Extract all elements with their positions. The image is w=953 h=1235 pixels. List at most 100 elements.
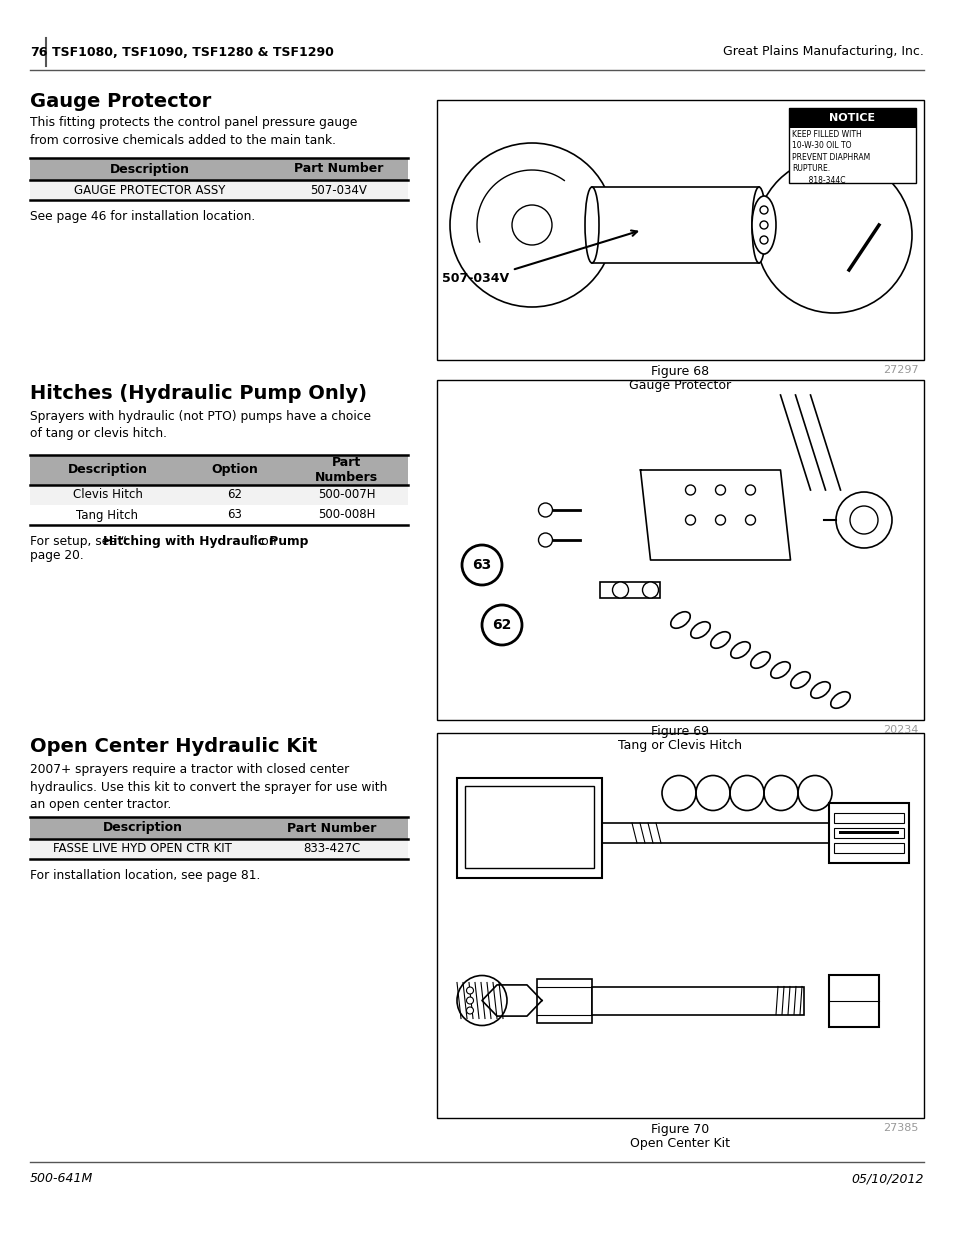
Circle shape	[760, 221, 767, 228]
Circle shape	[685, 485, 695, 495]
Circle shape	[466, 1007, 473, 1014]
Bar	[436, 100, 923, 359]
Text: 20234: 20234	[882, 725, 918, 735]
Text: Figure 69: Figure 69	[651, 725, 709, 739]
Text: 62: 62	[227, 489, 242, 501]
Text: Open Center Kit: Open Center Kit	[630, 1137, 730, 1150]
Text: FASSE LIVE HYD OPEN CTR KIT: FASSE LIVE HYD OPEN CTR KIT	[53, 842, 232, 856]
Text: Great Plains Manufacturing, Inc.: Great Plains Manufacturing, Inc.	[722, 46, 923, 58]
Text: 05/10/2012: 05/10/2012	[851, 1172, 923, 1186]
Circle shape	[760, 206, 767, 214]
Circle shape	[641, 582, 658, 598]
Bar	[833, 827, 903, 839]
Polygon shape	[639, 471, 790, 559]
Bar	[833, 813, 903, 823]
Bar	[788, 128, 915, 183]
Circle shape	[481, 605, 521, 645]
Text: 500-641M: 500-641M	[30, 1172, 93, 1186]
Text: For installation location, see page 81.: For installation location, see page 81.	[30, 869, 260, 882]
Text: Part Number: Part Number	[294, 163, 383, 175]
Circle shape	[612, 582, 628, 598]
Text: Part Number: Part Number	[287, 821, 375, 835]
Text: 500-008H: 500-008H	[317, 509, 375, 521]
Bar	[788, 107, 915, 128]
Text: 62: 62	[492, 618, 511, 632]
Bar	[592, 186, 759, 263]
Bar	[30, 180, 408, 200]
FancyArrow shape	[599, 582, 659, 598]
Bar	[436, 734, 923, 1118]
Text: 507-034V: 507-034V	[441, 272, 509, 285]
Bar	[436, 380, 923, 720]
Circle shape	[512, 205, 552, 245]
Circle shape	[537, 503, 552, 517]
Text: 63: 63	[228, 509, 242, 521]
Text: TSF1080, TSF1090, TSF1280 & TSF1290: TSF1080, TSF1090, TSF1280 & TSF1290	[52, 46, 334, 58]
Text: This fitting protects the control panel pressure gauge
from corrosive chemicals : This fitting protects the control panel …	[30, 116, 357, 147]
Circle shape	[537, 534, 552, 547]
Text: Open Center Hydraulic Kit: Open Center Hydraulic Kit	[30, 737, 317, 756]
Text: page 20.: page 20.	[30, 550, 84, 562]
Text: 76: 76	[30, 46, 48, 58]
Text: KEEP FILLED WITH
10-W-30 OIL TO
PREVENT DIAPHRAM
RUPTURE.
       818-344C: KEEP FILLED WITH 10-W-30 OIL TO PREVENT …	[791, 130, 869, 185]
Bar	[592, 987, 803, 1014]
Text: Tang Hitch: Tang Hitch	[76, 509, 138, 521]
Text: Figure 68: Figure 68	[651, 366, 709, 378]
Bar	[464, 785, 594, 868]
Bar	[537, 978, 592, 1023]
Ellipse shape	[751, 196, 775, 254]
Circle shape	[744, 485, 755, 495]
Text: Tang or Clevis Hitch: Tang or Clevis Hitch	[618, 739, 741, 752]
Polygon shape	[481, 984, 541, 1016]
Text: NOTICE: NOTICE	[828, 112, 875, 124]
Bar	[833, 844, 903, 853]
Text: 833-427C: 833-427C	[302, 842, 359, 856]
Bar	[30, 839, 408, 860]
Bar	[30, 485, 408, 505]
Text: ” on: ” on	[251, 535, 276, 548]
Text: Option: Option	[212, 463, 258, 477]
Circle shape	[466, 987, 473, 994]
Ellipse shape	[751, 186, 765, 263]
Text: 63: 63	[472, 558, 491, 572]
Text: Description: Description	[110, 163, 190, 175]
Circle shape	[849, 506, 877, 534]
Circle shape	[466, 997, 473, 1004]
Text: Hitching with Hydraulic Pump: Hitching with Hydraulic Pump	[103, 535, 308, 548]
Circle shape	[835, 492, 891, 548]
Text: See page 46 for installation location.: See page 46 for installation location.	[30, 210, 255, 224]
Bar	[788, 107, 915, 183]
Text: 27297: 27297	[882, 366, 918, 375]
Circle shape	[760, 236, 767, 245]
Circle shape	[715, 515, 724, 525]
Text: Figure 70: Figure 70	[651, 1123, 709, 1136]
Text: 507-034V: 507-034V	[311, 184, 367, 196]
Text: GAUGE PROTECTOR ASSY: GAUGE PROTECTOR ASSY	[74, 184, 226, 196]
Text: Sprayers with hydraulic (not PTO) pumps have a choice
of tang or clevis hitch.: Sprayers with hydraulic (not PTO) pumps …	[30, 410, 371, 441]
Bar	[456, 778, 601, 878]
Ellipse shape	[584, 186, 598, 263]
Bar	[30, 505, 408, 525]
Bar	[828, 974, 878, 1026]
Bar	[30, 818, 408, 839]
Text: Description: Description	[102, 821, 182, 835]
Text: Part
Numbers: Part Numbers	[314, 456, 377, 484]
Text: Hitches (Hydraulic Pump Only): Hitches (Hydraulic Pump Only)	[30, 384, 367, 403]
Text: Gauge Protector: Gauge Protector	[629, 379, 731, 391]
Text: Clevis Hitch: Clevis Hitch	[72, 489, 142, 501]
Bar	[828, 803, 908, 863]
Bar	[838, 831, 898, 834]
Circle shape	[456, 976, 506, 1025]
Circle shape	[744, 515, 755, 525]
Text: For setup, see “: For setup, see “	[30, 535, 127, 548]
Bar	[436, 100, 923, 359]
Bar	[30, 454, 408, 485]
Text: 2007+ sprayers require a tractor with closed center
hydraulics. Use this kit to : 2007+ sprayers require a tractor with cl…	[30, 763, 387, 811]
Circle shape	[685, 515, 695, 525]
Text: Gauge Protector: Gauge Protector	[30, 91, 211, 111]
Circle shape	[755, 157, 911, 312]
Circle shape	[450, 143, 614, 308]
Circle shape	[461, 545, 501, 585]
Bar	[30, 158, 408, 180]
Text: Description: Description	[68, 463, 148, 477]
